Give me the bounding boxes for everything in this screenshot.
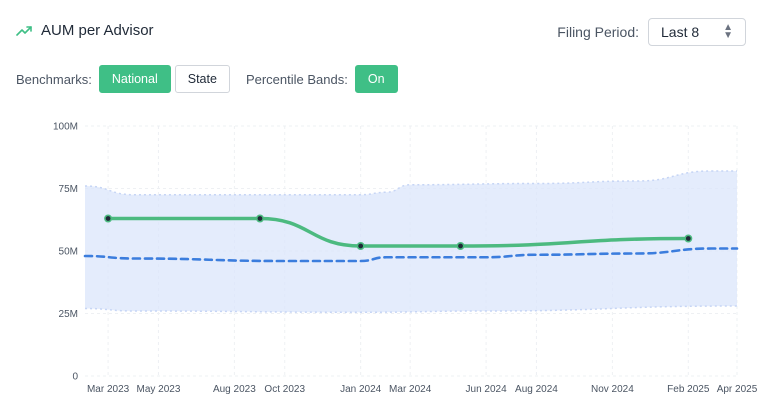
state-button[interactable]: State <box>174 65 230 93</box>
percentile-band-upper <box>84 170 737 196</box>
advisor-point <box>456 242 465 251</box>
line-chart: 100M 75M 50M 25M 0 Mar 2023 May 2023 Aug 2023 Oc… <box>53 122 758 396</box>
percentile-bands-toggle[interactable]: On <box>354 65 398 93</box>
controls-row: Benchmarks: National State Percentile Ba… <box>16 65 398 93</box>
advisor-point <box>255 214 264 223</box>
benchmarks-label: Benchmarks: <box>16 71 92 87</box>
x-tick-label: Aug 2023 <box>213 384 256 395</box>
percentile-bands-label: Percentile Bands: <box>245 71 348 87</box>
x-tick-label: Apr 2025 <box>717 384 758 395</box>
advisor-point <box>356 242 365 251</box>
x-tick-label: Aug 2024 <box>515 384 558 395</box>
trend-up-icon <box>16 25 32 36</box>
national-median-line <box>83 247 739 263</box>
advisor-point <box>104 214 113 223</box>
chevron-up-down-icon: ▲ ▼ <box>723 22 733 41</box>
x-tick-label: Oct 2023 <box>264 384 305 395</box>
x-tick-label: May 2023 <box>136 384 180 395</box>
y-tick-label: 100M <box>53 122 78 133</box>
percentile-band <box>85 171 737 313</box>
x-tick-label: Mar 2024 <box>389 384 432 395</box>
advisor-point <box>684 234 693 243</box>
chart-header: AUM per Advisor <box>16 22 154 39</box>
y-tick-label: 25M <box>59 309 78 320</box>
x-tick-label: Nov 2024 <box>591 384 634 395</box>
filing-period-value: Last 8 <box>661 24 700 40</box>
x-tick-label: Jun 2024 <box>466 384 508 395</box>
percentile-band-lower <box>84 305 738 314</box>
y-tick-label: 0 <box>72 372 78 383</box>
national-button[interactable]: National <box>98 65 171 93</box>
x-tick-label: Mar 2023 <box>87 384 130 395</box>
y-tick-label: 75M <box>59 184 78 195</box>
filing-period: Filing Period: Last 8 ▲ ▼ <box>557 18 746 46</box>
x-tick-label: Feb 2025 <box>667 384 710 395</box>
y-tick-label: 50M <box>59 247 78 258</box>
x-tick-label: Jan 2024 <box>340 384 382 395</box>
chart-title: AUM per Advisor <box>41 22 154 39</box>
filing-period-label: Filing Period: <box>557 24 639 40</box>
filing-period-select[interactable]: Last 8 ▲ ▼ <box>648 18 746 46</box>
